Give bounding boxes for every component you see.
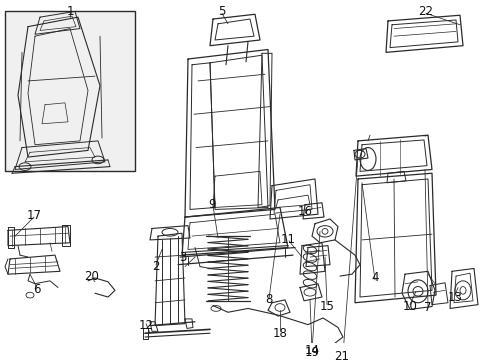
Text: 12: 12: [138, 319, 153, 332]
Text: 7: 7: [424, 301, 431, 314]
Text: 18: 18: [272, 327, 287, 340]
Text: 4: 4: [370, 271, 378, 284]
Text: 1: 1: [66, 5, 74, 18]
Text: 13: 13: [447, 291, 462, 303]
Text: 2: 2: [152, 260, 160, 273]
Text: 3: 3: [179, 251, 186, 264]
Text: 9: 9: [208, 198, 215, 211]
Text: 5: 5: [218, 5, 225, 18]
Text: 10: 10: [402, 300, 417, 313]
Text: 17: 17: [26, 209, 41, 222]
Bar: [5, 12, 135, 171]
Text: 21: 21: [334, 350, 349, 360]
Text: 20: 20: [84, 270, 99, 283]
Text: 14: 14: [304, 344, 319, 357]
Text: 15: 15: [319, 300, 334, 313]
Text: 11: 11: [280, 233, 295, 246]
Text: 16: 16: [297, 205, 312, 218]
Text: 19: 19: [304, 346, 319, 359]
Text: 8: 8: [265, 293, 272, 306]
Text: 22: 22: [418, 5, 433, 18]
Text: 6: 6: [33, 283, 41, 296]
